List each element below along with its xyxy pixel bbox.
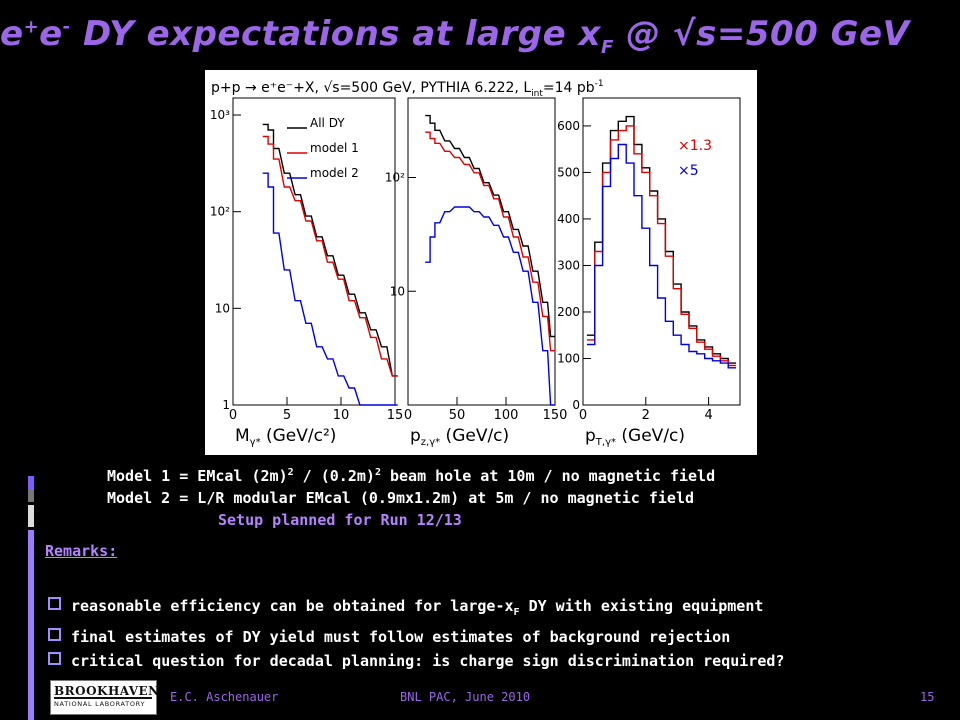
model-1-text-a: Model 1 = EMcal (2m) xyxy=(107,467,288,485)
remark-3-text: critical question for decadal planning: … xyxy=(71,652,785,670)
y-tick-label: 0 xyxy=(572,398,580,412)
sidebar-block-gray xyxy=(28,490,34,502)
logo-line-2: NATIONAL LABORATORY xyxy=(54,700,146,708)
sidebar-bar xyxy=(28,530,34,720)
logo-line-1: BROOKHAVEN xyxy=(54,684,160,698)
remark-1-sub: F xyxy=(513,607,520,618)
x-axis-label: Mγ* (GeV/c²) xyxy=(235,426,336,448)
logo-rule xyxy=(54,697,152,699)
series-line-model-1 xyxy=(425,131,556,352)
plot-frame-2 xyxy=(407,97,556,406)
legend-label: model 1 xyxy=(310,141,359,155)
title-sup-1: + xyxy=(23,16,40,38)
plot-frame-1 xyxy=(232,97,396,406)
checkbox-bullet-icon xyxy=(48,652,61,665)
y-tick-label: 500 xyxy=(557,165,580,179)
x-tick-label: 15 xyxy=(387,408,404,423)
y-tick-label: 10 xyxy=(215,301,230,315)
remark-1-text-b: DY with existing equipment xyxy=(519,597,764,615)
legend-label: ×1.3 xyxy=(678,138,712,154)
plot-svg: p+p → e⁺e⁻+X, √s=500 GeV, PYTHIA 6.222, … xyxy=(210,79,741,448)
remark-2-text: final estimates of DY yield must follow … xyxy=(71,628,731,646)
title-text-3: DY expectations at large x xyxy=(70,14,601,54)
series-line--5 xyxy=(586,143,737,369)
y-tick-label: 200 xyxy=(557,305,580,319)
plot-header: p+p → e⁺e⁻+X, √s=500 GeV, PYTHIA 6.222, … xyxy=(211,79,604,99)
x-tick-label: 0 xyxy=(404,408,412,423)
x-axis-label: pz,γ* (GeV/c) xyxy=(410,426,509,448)
remark-item-2: final estimates of DY yield must follow … xyxy=(48,625,784,649)
y-tick-label: 10² xyxy=(210,205,230,219)
model-1-text-b: / (0.2m) xyxy=(293,467,375,485)
x-tick-label: 5 xyxy=(283,408,291,423)
series-line-model-2 xyxy=(425,206,556,406)
title-text-4: @ √s=500 GeV xyxy=(613,14,910,54)
plot-frame-3 xyxy=(582,97,741,406)
title-text-2: e xyxy=(39,14,63,54)
y-tick-label: 10² xyxy=(385,171,405,185)
title-sub: F xyxy=(600,36,614,58)
y-tick-label: 1 xyxy=(222,398,230,412)
x-tick-label: 100 xyxy=(494,408,519,423)
series-line-all-dy xyxy=(425,114,556,338)
y-tick-label: 400 xyxy=(557,212,580,226)
x-tick-label: 0 xyxy=(229,408,237,423)
model-1-sup-1: 2 xyxy=(287,467,294,478)
x-tick-label: 50 xyxy=(449,408,466,423)
legend-label: model 2 xyxy=(310,166,359,180)
legend-label: ×5 xyxy=(678,163,699,179)
model-2-line: Model 2 = L/R modular EMcal (0.9mx1.2m) … xyxy=(107,489,694,507)
remark-item-1: reasonable efficiency can be obtained fo… xyxy=(48,594,784,625)
series-line-all-dy xyxy=(262,123,398,377)
y-tick-label: 10³ xyxy=(210,108,230,122)
checkbox-bullet-icon xyxy=(48,628,61,641)
checkbox-bullet-icon xyxy=(48,597,61,610)
footer-page-number: 15 xyxy=(920,690,935,704)
legend-label: All DY xyxy=(310,116,345,130)
model-1-text-c: beam hole at 10m / no magnetic field xyxy=(380,467,716,485)
x-tick-label: 2 xyxy=(642,408,650,423)
series-line-model-1 xyxy=(262,135,398,377)
brookhaven-logo: BROOKHAVEN NATIONAL LABORATORY xyxy=(50,680,160,715)
setup-note: Setup planned for Run 12/13 xyxy=(218,511,462,529)
remark-item-3: critical question for decadal planning: … xyxy=(48,649,784,673)
remarks-heading: Remarks: xyxy=(45,542,118,560)
model-descriptions: Model 1 = EMcal (2m)2 / (0.2m)2 beam hol… xyxy=(107,462,715,531)
y-tick-label: 600 xyxy=(557,119,580,133)
x-tick-label: 150 xyxy=(543,408,568,423)
title-text-1: e xyxy=(0,14,24,54)
x-tick-label: 10 xyxy=(333,408,350,423)
plot-figure: p+p → e⁺e⁻+X, √s=500 GeV, PYTHIA 6.222, … xyxy=(205,70,757,455)
sidebar-decoration xyxy=(28,476,34,720)
footer-author: E.C. Aschenauer xyxy=(170,690,279,704)
remark-1-text-a: reasonable efficiency can be obtained fo… xyxy=(71,597,514,615)
series-line--1-3 xyxy=(586,125,737,367)
y-tick-label: 10 xyxy=(390,284,405,298)
y-tick-label: 300 xyxy=(557,258,580,272)
remarks-list: reasonable efficiency can be obtained fo… xyxy=(48,594,784,673)
series-line-all-dy xyxy=(586,115,737,364)
x-axis-label: pT,γ* (GeV/c) xyxy=(585,426,685,448)
x-tick-label: 0 xyxy=(579,408,587,423)
model-1-line: Model 1 = EMcal (2m)2 / (0.2m)2 beam hol… xyxy=(107,462,715,487)
title-sup-2: - xyxy=(62,16,71,38)
footer-event: BNL PAC, June 2010 xyxy=(400,690,531,704)
model-1-sup-2: 2 xyxy=(374,467,381,478)
x-tick-label: 4 xyxy=(704,408,712,423)
sidebar-block-white xyxy=(28,505,34,527)
sidebar-block-top xyxy=(28,476,34,490)
y-tick-label: 100 xyxy=(557,351,580,365)
series-line-model-2 xyxy=(262,172,398,406)
slide-title: e+e- DY expectations at large xF @ √s=50… xyxy=(0,14,960,58)
